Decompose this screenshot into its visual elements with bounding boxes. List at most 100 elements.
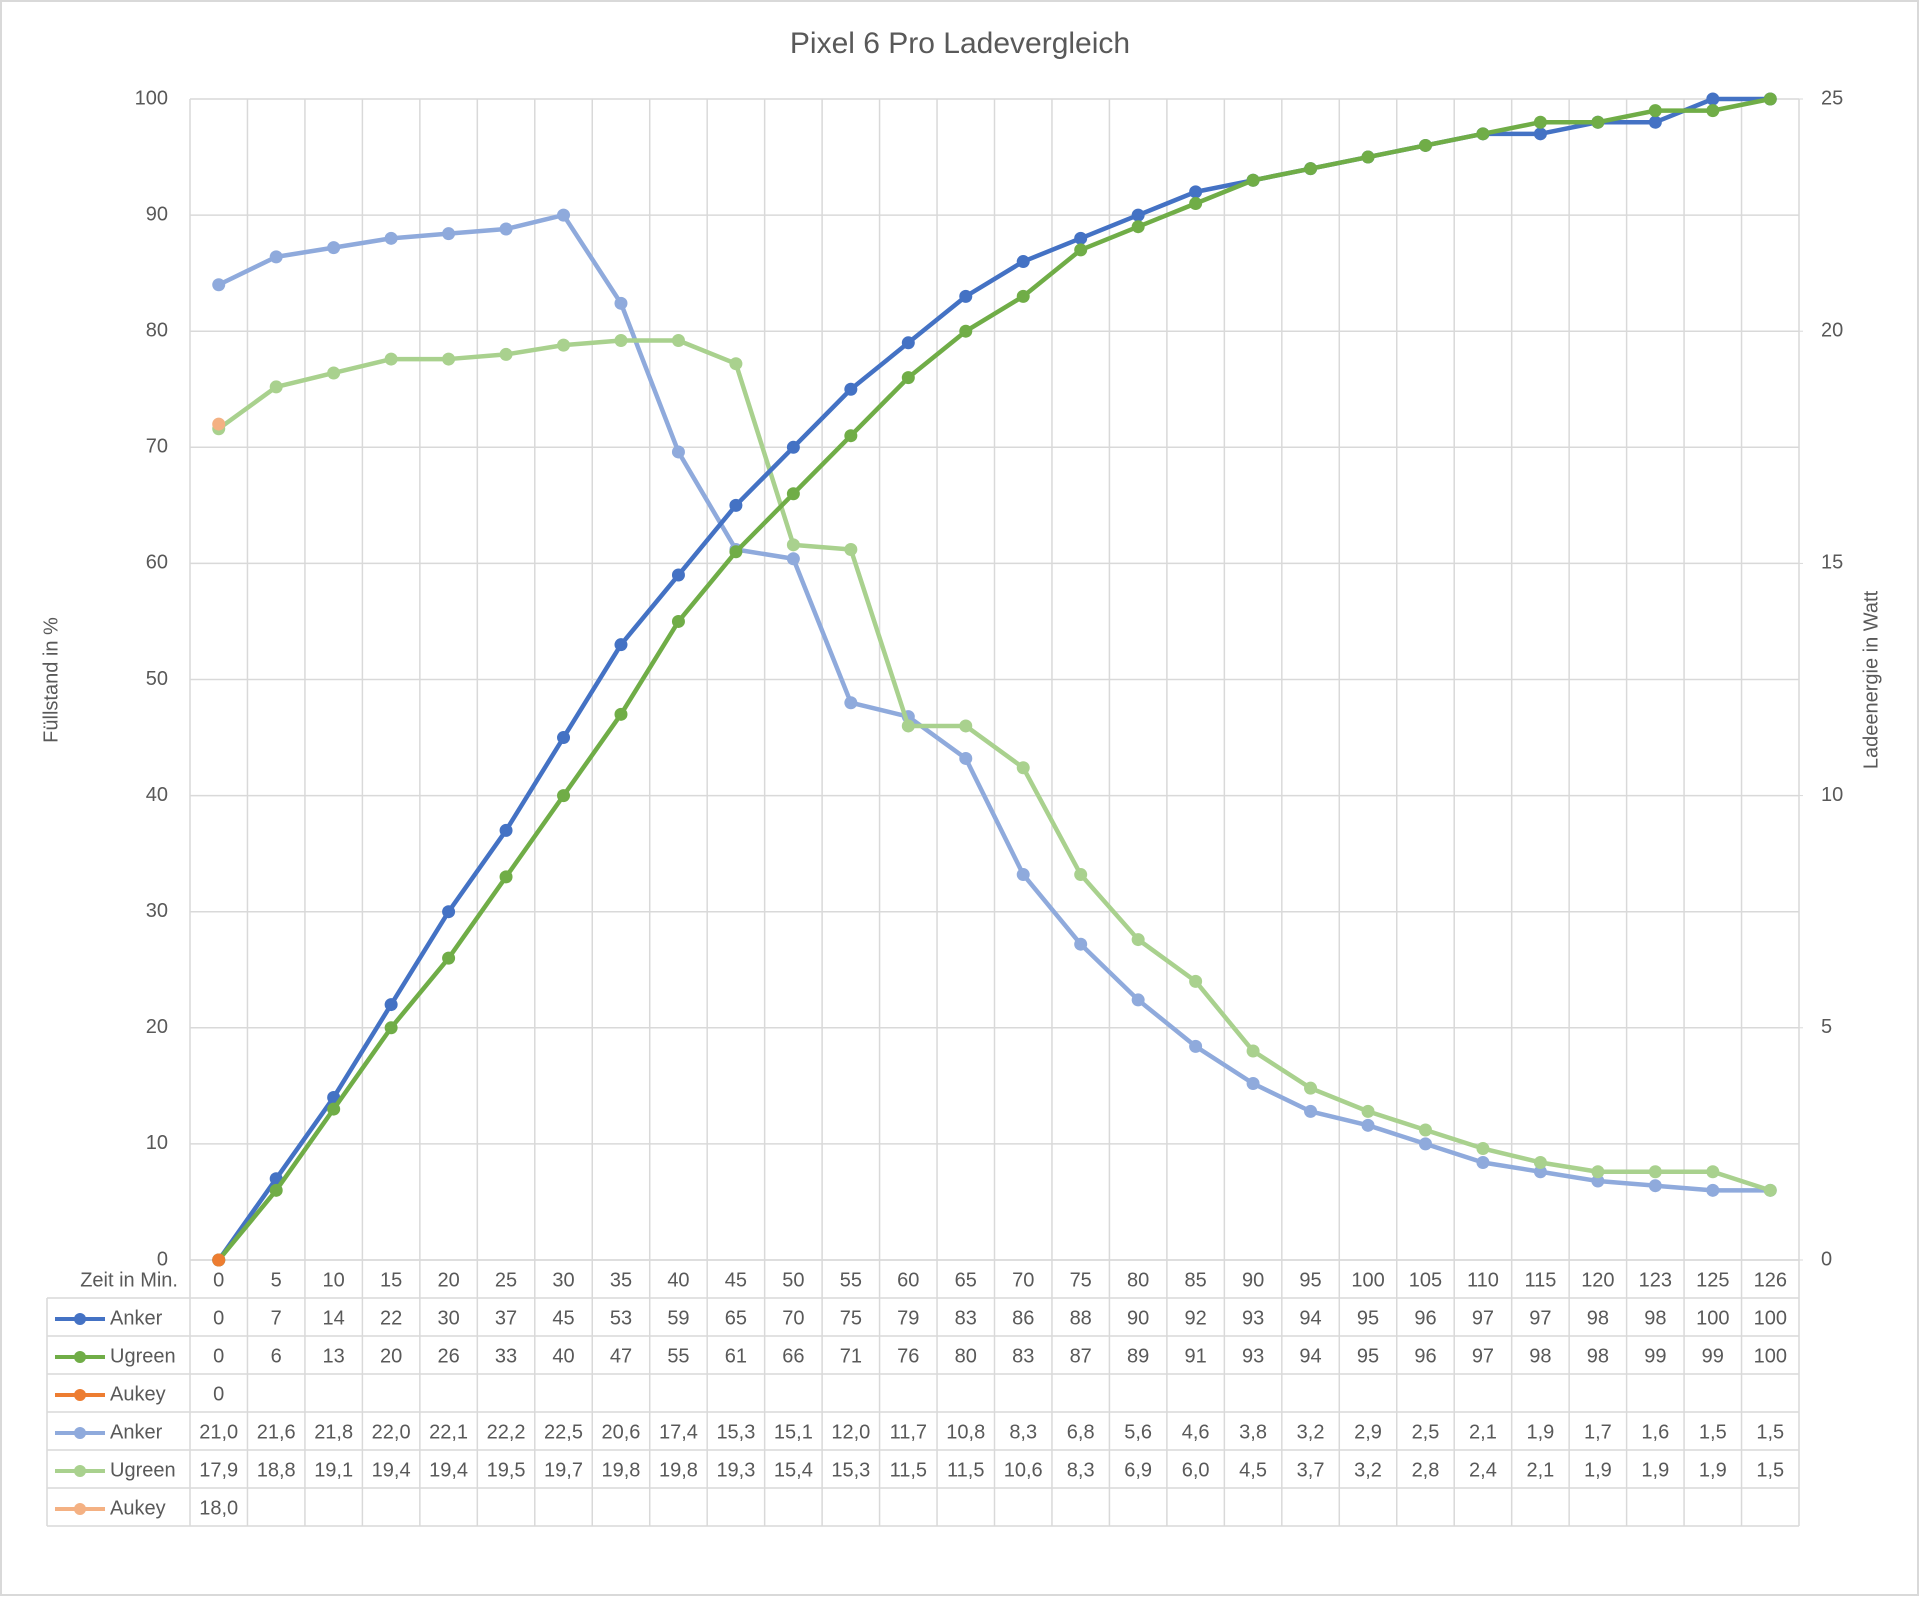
table-cell: 5,6: [1124, 1421, 1152, 1443]
table-cell: 19,5: [487, 1459, 526, 1481]
data-point: [269, 250, 283, 264]
table-cell: 3,2: [1354, 1459, 1382, 1481]
data-point: [557, 208, 571, 222]
x-tick-label: 125: [1696, 1269, 1729, 1291]
data-point: [557, 731, 571, 745]
data-point: [1361, 1118, 1375, 1132]
table-cell: 96: [1414, 1307, 1436, 1329]
x-tick-label: 85: [1185, 1269, 1207, 1291]
data-point: [1591, 1165, 1605, 1179]
table-cell: 98: [1587, 1345, 1609, 1367]
data-point: [442, 905, 456, 919]
data-point: [1591, 1174, 1605, 1188]
data-point: [1016, 868, 1030, 882]
data-point: [1418, 138, 1432, 152]
table-cell: 94: [1299, 1307, 1321, 1329]
data-point: [786, 538, 800, 552]
table-cell: 100: [1696, 1307, 1729, 1329]
x-tick-label: 40: [667, 1269, 689, 1291]
table-cell: 11,7: [890, 1421, 927, 1443]
table-cell: 19,7: [544, 1459, 583, 1481]
table-cell: 61: [725, 1345, 747, 1367]
legend-key: [74, 1313, 86, 1325]
data-point: [1304, 1081, 1318, 1095]
table-cell: 2,9: [1354, 1421, 1382, 1443]
series-line: [217, 212, 1771, 1193]
data-point: [1246, 1044, 1260, 1058]
y-tick-label: 20: [146, 1016, 168, 1038]
table-cell: 4,5: [1239, 1459, 1267, 1481]
data-point: [959, 324, 973, 338]
table-cell: 2,8: [1412, 1459, 1440, 1481]
table-cell: 12,0: [831, 1421, 870, 1443]
table-cell: 6,8: [1067, 1421, 1095, 1443]
table-cell: 2,5: [1412, 1421, 1440, 1443]
data-point: [1361, 150, 1375, 164]
data-point: [1648, 115, 1662, 129]
table-cell: 20: [380, 1345, 402, 1367]
data-point: [327, 1102, 341, 1116]
table-cell: 98: [1587, 1307, 1609, 1329]
table-cell: 65: [725, 1307, 747, 1329]
table-cell: 99: [1702, 1345, 1724, 1367]
table-header-label: Zeit in Min.: [80, 1269, 178, 1291]
table-cell: 1,5: [1756, 1459, 1784, 1481]
table-cell: 90: [1127, 1307, 1149, 1329]
table-cell: 22,2: [487, 1421, 526, 1443]
table-cell: 71: [840, 1345, 862, 1367]
data-point: [959, 719, 973, 733]
legend-label: Anker: [110, 1421, 163, 1443]
data-point: [1706, 92, 1720, 106]
y2-tick-label: 25: [1821, 87, 1843, 109]
data-point: [1706, 1165, 1720, 1179]
table-cell: 55: [667, 1345, 689, 1367]
table-cell: 22,0: [372, 1421, 411, 1443]
table-cell: 19,1: [314, 1459, 353, 1481]
data-point: [786, 552, 800, 566]
table-cell: 6,0: [1182, 1459, 1210, 1481]
series-line: [216, 96, 1771, 1262]
legend-label: Ugreen: [110, 1459, 176, 1481]
table-cell: 11,5: [947, 1459, 984, 1481]
data-point: [499, 870, 513, 884]
x-tick-label: 60: [897, 1269, 919, 1291]
table-cell: 14: [323, 1307, 345, 1329]
data-point: [1533, 1165, 1547, 1179]
data-point: [1304, 162, 1318, 176]
data-point: [1074, 243, 1088, 257]
data-point: [1131, 993, 1145, 1007]
chart-title: Pixel 6 Pro Ladevergleich: [790, 27, 1130, 60]
x-tick-label: 35: [610, 1269, 632, 1291]
x-tick-label: 80: [1127, 1269, 1149, 1291]
table-cell: 20,6: [602, 1421, 641, 1443]
y2-tick-label: 0: [1821, 1248, 1832, 1270]
data-point: [729, 357, 743, 371]
legend-key: [74, 1427, 86, 1439]
data-point: [442, 352, 456, 366]
x-tick-label: 110: [1467, 1269, 1499, 1291]
table-cell: 19,8: [659, 1459, 698, 1481]
table-cell: 15,3: [831, 1459, 870, 1481]
table-cell: 13: [323, 1345, 345, 1367]
table-cell: 1,9: [1584, 1459, 1612, 1481]
data-point: [1304, 1104, 1318, 1118]
data-point: [269, 1183, 283, 1197]
x-tick-label: 105: [1409, 1269, 1442, 1291]
y2-tick-label: 5: [1821, 1016, 1832, 1038]
y-axis-title: Füllstand in %: [40, 617, 62, 743]
data-point: [959, 289, 973, 303]
table-cell: 18,0: [199, 1497, 238, 1519]
table-cell: 1,9: [1699, 1459, 1727, 1481]
table-cell: 53: [610, 1307, 632, 1329]
y-tick-label: 10: [146, 1132, 168, 1154]
data-point: [671, 333, 685, 347]
table-cell: 100: [1754, 1345, 1787, 1367]
legend-key: [74, 1351, 86, 1363]
data-point: [384, 1021, 398, 1035]
x-tick-label: 5: [271, 1269, 282, 1291]
table-cell: 95: [1357, 1345, 1379, 1367]
table-cell: 2,1: [1527, 1459, 1555, 1481]
data-point: [1074, 868, 1088, 882]
table-cell: 3,2: [1297, 1421, 1325, 1443]
